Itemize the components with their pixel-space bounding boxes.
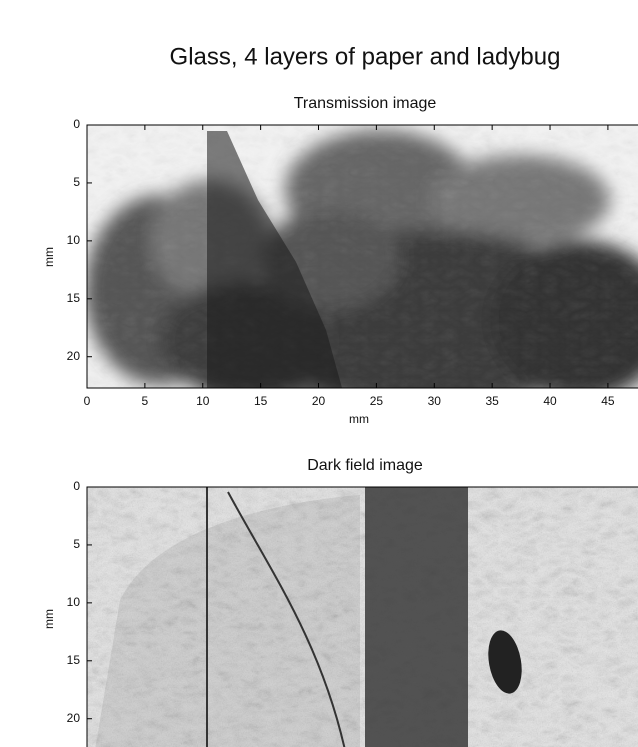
- y-tick-label: 10: [67, 233, 81, 247]
- y-tick-label: 0: [73, 117, 80, 131]
- y-tick-label: 20: [67, 711, 81, 725]
- dark-field-image: [87, 487, 638, 747]
- y-axis-label: mm: [42, 609, 56, 629]
- x-axis-label: mm: [349, 412, 369, 426]
- y-tick-label: 20: [67, 349, 81, 363]
- x-tick-label: 0: [84, 394, 91, 408]
- y-tick-label: 5: [73, 175, 80, 189]
- x-tick-label: 10: [196, 394, 210, 408]
- x-tick-label: 5: [142, 394, 149, 408]
- figure: Glass, 4 layers of paper and ladybug Tra…: [0, 0, 638, 747]
- y-tick-label: 15: [67, 653, 81, 667]
- x-tick-label: 35: [485, 394, 499, 408]
- figure-title: Glass, 4 layers of paper and ladybug: [170, 43, 561, 70]
- x-tick-label: 25: [370, 394, 384, 408]
- y-tick-label: 15: [67, 291, 81, 305]
- y-axis-label: mm: [42, 247, 56, 267]
- x-tick-label: 40: [543, 394, 557, 408]
- y-tick-label: 0: [73, 479, 80, 493]
- transmission-image: [85, 125, 638, 410]
- y-tick-label: 10: [67, 595, 81, 609]
- x-tick-label: 30: [428, 394, 442, 408]
- x-tick-label: 45: [601, 394, 615, 408]
- panel-title: Dark field image: [307, 457, 423, 474]
- y-tick-label: 5: [73, 537, 80, 551]
- x-tick-label: 20: [312, 394, 326, 408]
- panel-title: Transmission image: [294, 95, 437, 112]
- x-tick-label: 15: [254, 394, 268, 408]
